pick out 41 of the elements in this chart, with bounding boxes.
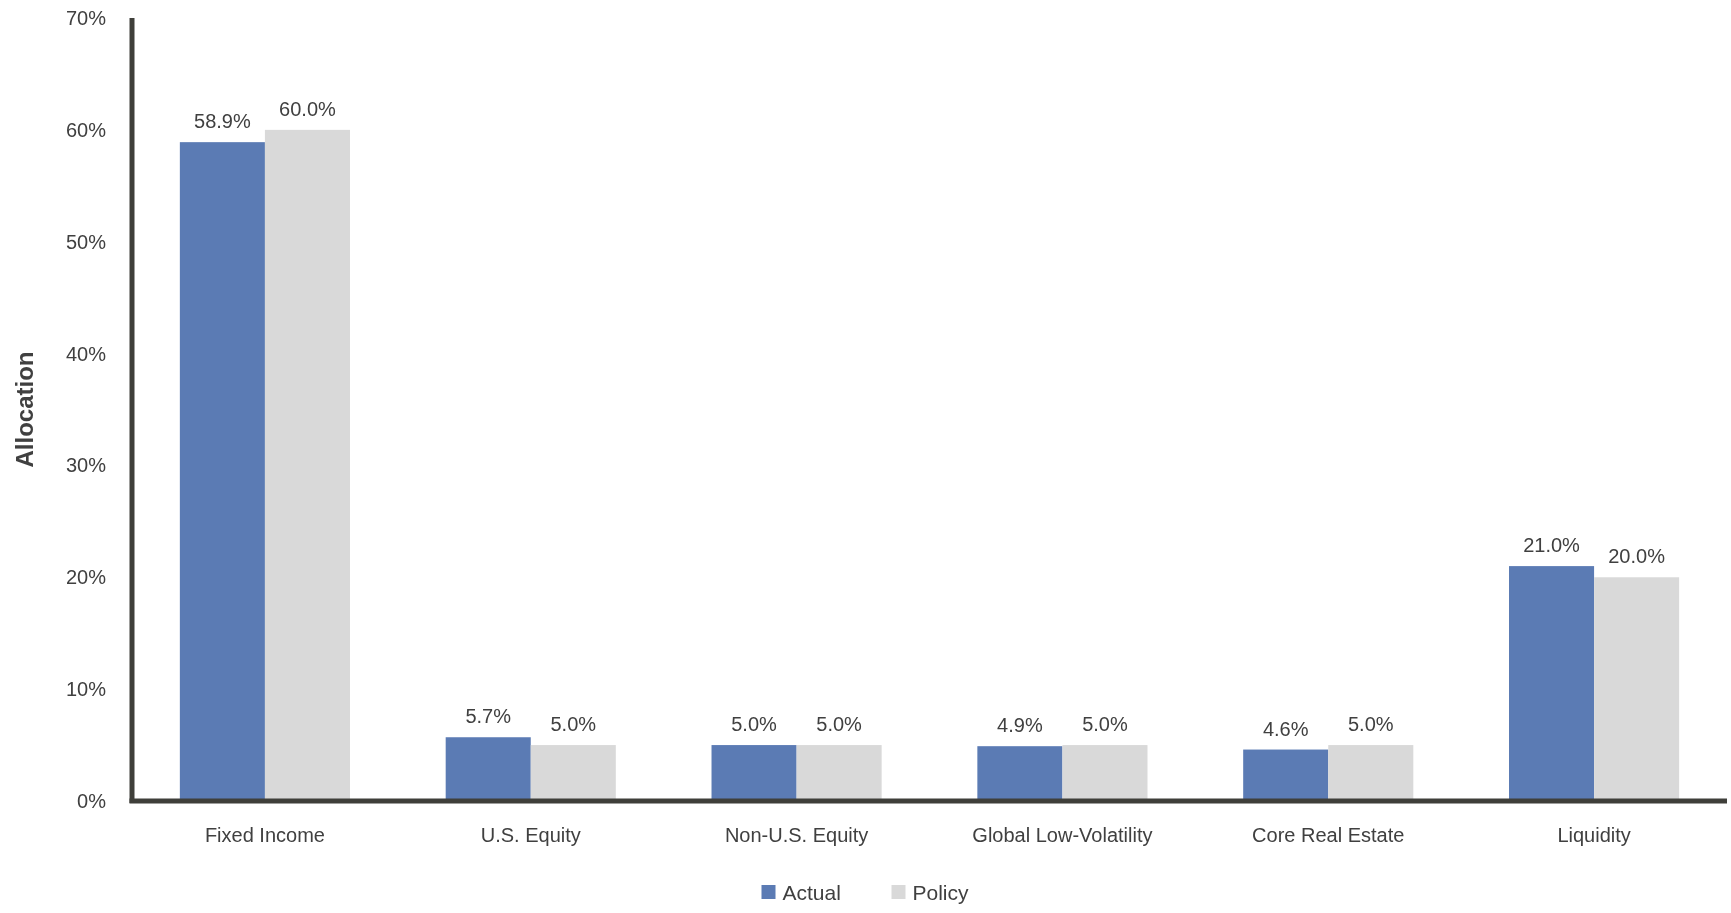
x-tick-label: Global Low-Volatility [972,824,1153,846]
y-tick-label: 40% [65,342,107,365]
data-label: 58.9% [194,110,251,133]
data-label: 21.0% [1523,534,1581,557]
bar [1243,749,1329,801]
data-label: 5.0% [1347,713,1394,736]
data-label: 5.0% [1082,713,1128,736]
x-tick-label: U.S. Equity [480,824,581,846]
bar [796,745,882,801]
bar [264,129,350,801]
data-label: 5.7% [465,705,512,728]
bar [1328,745,1414,801]
x-tick-label: Non-U.S. Equity [724,824,869,846]
data-label: 5.0% [731,713,778,736]
x-tick-label: Core Real Estate [1252,824,1405,846]
data-label: 4.6% [1262,717,1309,740]
bar [1062,745,1148,801]
y-tick-label: 30% [65,454,107,477]
bar [445,737,531,801]
y-tick-label: 20% [65,566,107,589]
x-tick-label: Fixed Income [204,824,325,846]
y-tick-label: 50% [65,230,107,253]
y-tick-label: 10% [65,678,107,701]
bar [179,142,265,801]
legend-label: Actual [782,880,841,904]
y-tick-label: 60% [65,118,107,141]
data-label: 5.0% [550,713,597,736]
y-axis-title: Allocation [10,351,38,468]
legend-label: Policy [912,880,970,904]
y-tick-label: 70% [65,7,107,29]
data-label: 20.0% [1608,545,1666,568]
bar [1594,577,1680,801]
data-label: 4.9% [997,714,1043,737]
bar [977,746,1063,801]
bar [711,745,797,801]
x-tick-label: Liquidity [1557,824,1631,846]
bar [530,745,616,801]
data-label: 60.0% [279,97,337,120]
data-label: 5.0% [816,713,863,736]
bar [1509,566,1595,801]
y-tick-label: 0% [77,790,107,812]
